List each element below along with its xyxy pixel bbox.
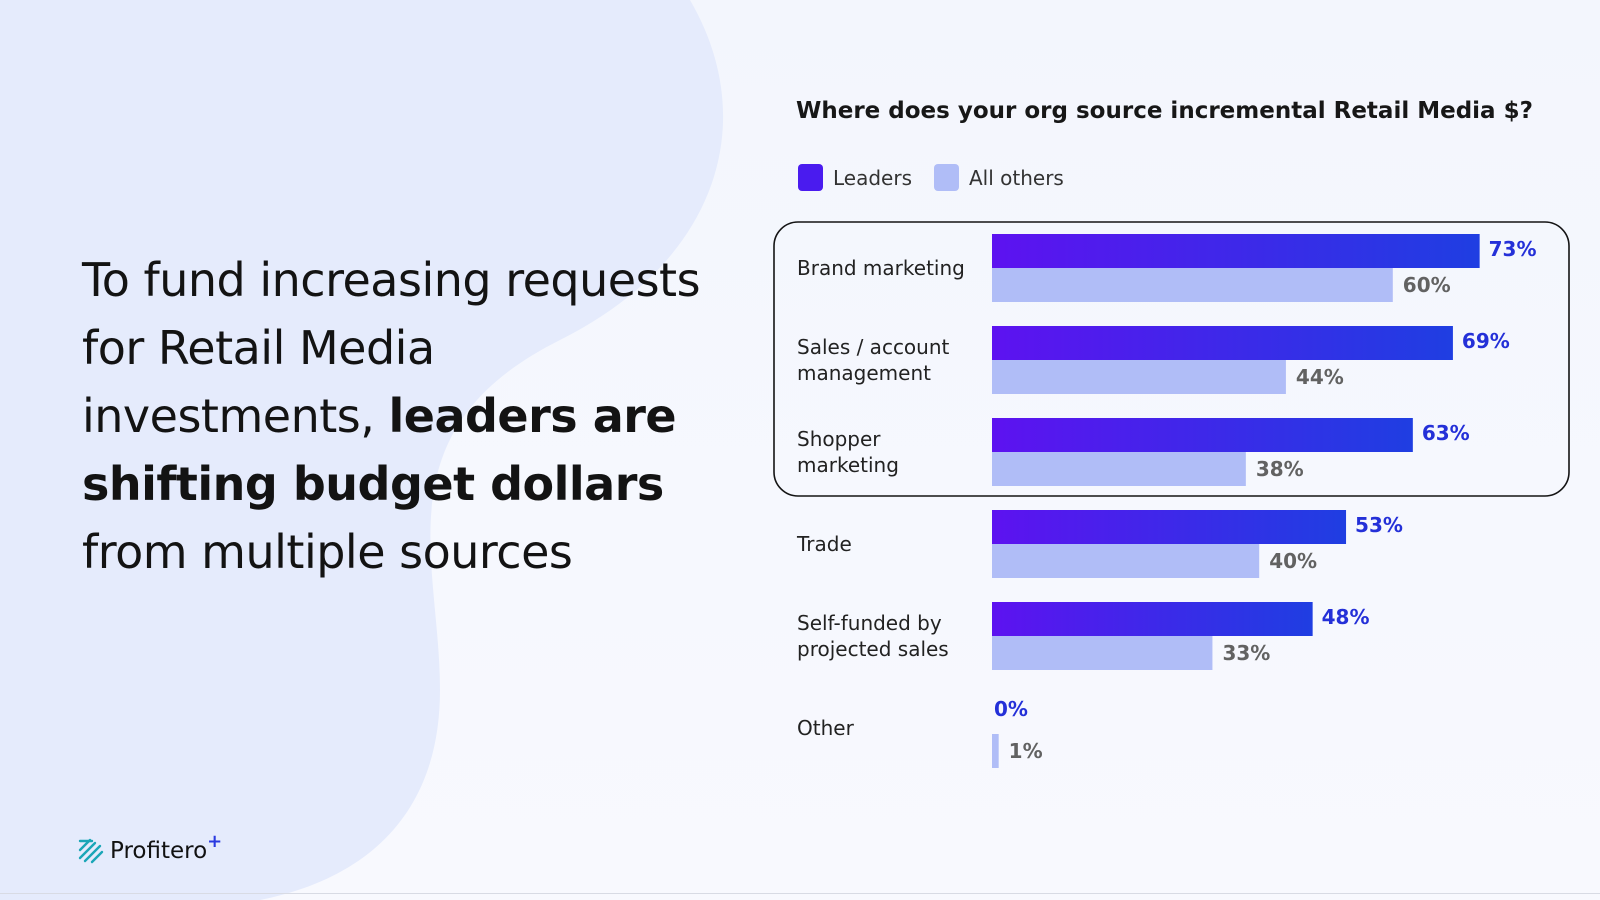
value-label-all-others-shopper-marketing: 38% [1256, 457, 1304, 481]
chart-legend: Leaders All others [798, 164, 1086, 191]
bar-leaders-brand-marketing [992, 234, 1480, 268]
bar-all-others-self-funded-by-projected-sales [992, 636, 1213, 670]
bar-leaders-self-funded-by-projected-sales [992, 602, 1313, 636]
logo-wordmark: Profitero [110, 838, 208, 864]
logo-plus: + [207, 830, 223, 852]
bar-all-others-trade [992, 544, 1260, 578]
value-label-all-others-trade: 40% [1269, 549, 1317, 573]
category-label-other: Other [797, 716, 855, 740]
value-label-leaders-sales-account-management: 69% [1462, 329, 1510, 353]
value-label-leaders-other: 0% [994, 697, 1028, 721]
bar-all-others-brand-marketing [992, 268, 1393, 302]
category-label-brand-marketing: Brand marketing [797, 256, 965, 280]
headline: To fund increasing requests for Retail M… [82, 246, 722, 586]
value-label-leaders-shopper-marketing: 63% [1422, 421, 1470, 445]
headline-bold-text: leaders are shifting budget dollars [82, 389, 677, 511]
headline-text-1: To fund increasing requests for Retail M… [82, 253, 701, 443]
background-shape [0, 0, 724, 900]
headline-text-2: from multiple sources [82, 525, 573, 579]
profitero-logo: Profitero + [78, 831, 222, 864]
bottom-divider [0, 893, 1600, 894]
value-label-all-others-other: 1% [1009, 739, 1043, 763]
value-label-all-others-self-funded-by-projected-sales: 33% [1222, 641, 1270, 665]
highlight-box [773, 221, 1570, 497]
category-label-self-funded-by-projected-sales: Self-funded by projected sales [797, 611, 949, 661]
bar-leaders-trade [992, 510, 1347, 544]
profitero-logo-icon [78, 838, 104, 864]
category-label-sales-account-management: Sales / account management [797, 335, 950, 385]
bar-all-others-sales-account-management [992, 360, 1286, 394]
category-label-trade: Trade [796, 532, 852, 556]
value-label-leaders-self-funded-by-projected-sales: 48% [1322, 605, 1370, 629]
value-label-all-others-sales-account-management: 44% [1296, 365, 1344, 389]
bar-all-others-other [992, 734, 999, 768]
bar-all-others-shopper-marketing [992, 452, 1246, 486]
legend-label-leaders: Leaders [833, 165, 912, 190]
value-label-leaders-trade: 53% [1355, 513, 1403, 537]
value-label-all-others-brand-marketing: 60% [1403, 273, 1451, 297]
category-label-shopper-marketing: Shopper marketing [797, 427, 899, 477]
bar-leaders-sales-account-management [992, 326, 1453, 360]
legend-label-all-others: All others [969, 165, 1064, 190]
bar-leaders-shopper-marketing [992, 418, 1413, 452]
legend-item-all-others: All others [934, 164, 1064, 191]
legend-item-leaders: Leaders [798, 164, 912, 191]
value-label-leaders-brand-marketing: 73% [1489, 237, 1537, 261]
legend-swatch-all-others [934, 164, 959, 191]
legend-swatch-leaders [798, 164, 823, 191]
chart-title: Where does your org source incremental R… [796, 98, 1533, 124]
